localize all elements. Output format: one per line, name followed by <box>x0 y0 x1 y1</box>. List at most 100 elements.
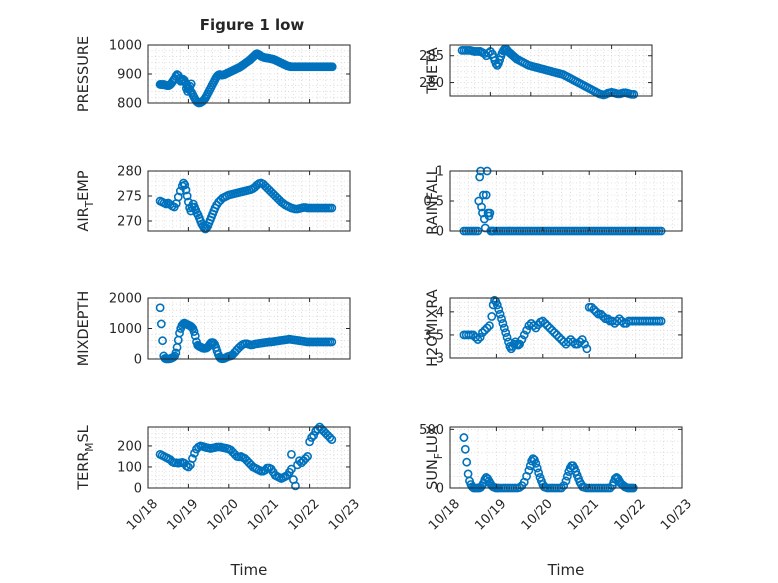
y-axis-label: TERRMSL <box>76 425 96 491</box>
data-point <box>481 190 491 200</box>
data-point <box>498 318 508 328</box>
data-point <box>587 302 596 312</box>
data-point <box>287 464 296 474</box>
y-axis-label: RAINFALL <box>425 167 441 235</box>
x-tick-label: 10/23 <box>658 496 695 533</box>
data-point <box>473 335 483 344</box>
data-point <box>550 328 559 338</box>
data-point <box>209 338 218 348</box>
axes-box <box>449 426 683 489</box>
data-point <box>614 314 624 324</box>
x-tick-label: 10/22 <box>286 496 323 533</box>
data-point <box>327 62 337 72</box>
data-point <box>519 330 529 340</box>
data-point <box>552 330 562 340</box>
axes-box <box>147 426 351 489</box>
data-point <box>475 332 485 342</box>
data-point <box>190 448 199 458</box>
y-tick-label: 280 <box>117 165 142 180</box>
data-point <box>182 191 192 201</box>
data-point <box>483 48 493 58</box>
data-point <box>155 303 165 313</box>
data-point <box>287 449 296 459</box>
data-point <box>575 337 585 347</box>
panel-sun_flux: 0 500 10/18 10/19 10/20 10/21 10/22 10/23 Time SU… <box>419 423 695 579</box>
data-point <box>460 444 470 454</box>
data-point <box>175 186 185 196</box>
data-point <box>487 312 497 321</box>
data-point <box>554 332 564 342</box>
data-point <box>462 457 472 467</box>
data-point <box>307 433 317 442</box>
y-tick-label: 200 <box>117 439 142 454</box>
axes-box <box>449 44 653 97</box>
data-point <box>529 321 538 331</box>
data-point <box>495 309 505 319</box>
x-tick-label: 10/19 <box>472 496 509 533</box>
series-mixdepth <box>155 303 337 364</box>
data-point <box>485 321 494 331</box>
y-tick-label: 4 <box>436 305 444 320</box>
panel-air_temp: 270 275 280 AIRTEMP <box>76 165 351 234</box>
panel-pressure: 800 900 1000 PRESSURE <box>76 36 351 112</box>
grid <box>449 44 653 96</box>
y-tick-label: 0.5 <box>423 195 444 210</box>
data-point <box>479 190 488 200</box>
y-tick-label: 0 <box>436 225 444 240</box>
data-point <box>534 468 544 478</box>
data-point <box>501 328 511 338</box>
data-point <box>540 318 550 328</box>
data-point <box>598 312 608 321</box>
y-tick-label: 1000 <box>109 39 142 54</box>
data-point <box>577 335 587 344</box>
data-point <box>309 431 319 440</box>
data-point <box>522 325 531 335</box>
y-axis-label: THETA <box>425 47 441 95</box>
data-point <box>538 316 548 326</box>
data-point <box>562 471 572 481</box>
y-axis-label: PRESSURE <box>76 36 92 112</box>
x-tick-label: 10/20 <box>205 496 242 533</box>
data-point <box>559 481 569 491</box>
y-tick-label: 275 <box>117 190 142 205</box>
data-point <box>524 466 534 475</box>
data-point <box>497 314 506 324</box>
data-point <box>181 185 191 195</box>
data-point <box>156 319 166 329</box>
data-point <box>480 325 490 335</box>
data-point <box>561 476 571 486</box>
y-tick-label: 285 <box>419 49 444 64</box>
x-tick-label: 10/19 <box>164 496 201 533</box>
y-tick-label: 3.5 <box>423 328 444 343</box>
data-point <box>169 352 178 362</box>
data-point <box>494 305 504 314</box>
data-point <box>327 435 337 445</box>
axes-box <box>449 297 683 359</box>
data-point <box>629 89 639 99</box>
y-tick-label: 900 <box>117 68 142 83</box>
y-tick-label: 2000 <box>109 292 142 307</box>
data-point <box>589 305 599 314</box>
data-point <box>482 323 492 333</box>
data-point <box>580 339 589 349</box>
grid <box>449 427 683 489</box>
x-tick-label: 10/21 <box>565 496 602 533</box>
data-point <box>596 309 606 319</box>
data-point <box>175 328 184 338</box>
y-tick-label: 500 <box>419 423 444 438</box>
data-point <box>325 433 335 442</box>
data-point <box>545 323 555 333</box>
axes-box <box>147 170 351 232</box>
y-tick-label: 1000 <box>109 322 142 337</box>
y-tick-label: 1 <box>436 165 444 180</box>
data-point <box>158 336 167 346</box>
y-axis-label: SUNFLUX <box>425 425 445 490</box>
y-tick-label: 280 <box>419 76 444 91</box>
data-point <box>291 481 300 491</box>
data-point <box>327 337 337 347</box>
data-point <box>517 335 527 344</box>
data-point <box>180 180 190 190</box>
y-tick-label: 800 <box>117 97 142 112</box>
x-tick-label: 10/23 <box>326 496 363 533</box>
data-point <box>543 321 552 331</box>
